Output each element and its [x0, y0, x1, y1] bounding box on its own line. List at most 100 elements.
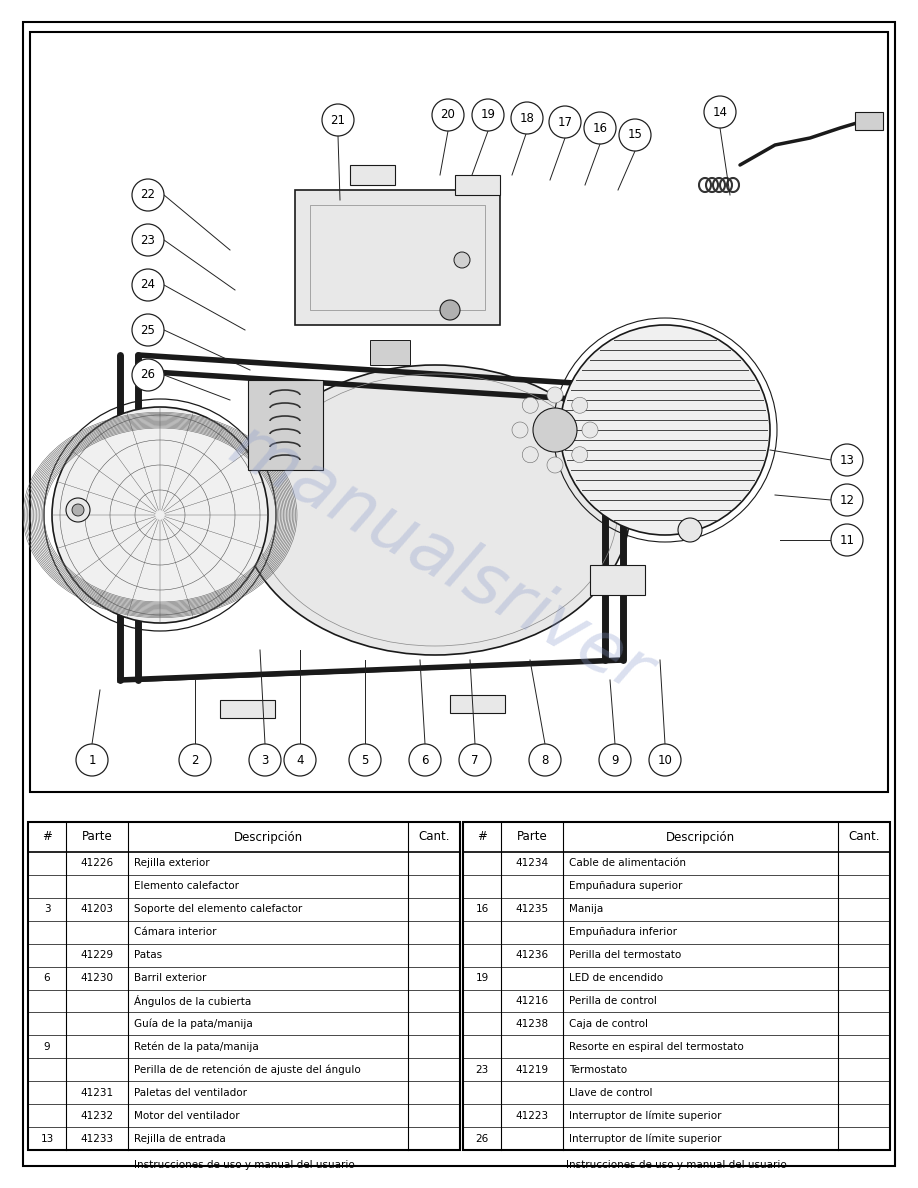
Text: 3: 3 — [44, 904, 50, 915]
Bar — [350, 165, 395, 185]
Text: 41230: 41230 — [81, 973, 114, 984]
Circle shape — [432, 99, 464, 131]
Circle shape — [582, 422, 598, 438]
Text: Rejilla de entrada: Rejilla de entrada — [134, 1133, 226, 1144]
Text: Soporte del elemento calefactor: Soporte del elemento calefactor — [134, 904, 302, 915]
Circle shape — [179, 744, 211, 776]
Text: 9: 9 — [611, 753, 619, 766]
Text: 6: 6 — [421, 753, 429, 766]
Text: Instrucciones de uso y manual del usuario: Instrucciones de uso y manual del usuari… — [566, 1159, 787, 1170]
Text: 26: 26 — [140, 368, 155, 381]
Circle shape — [649, 744, 681, 776]
Text: 41235: 41235 — [515, 904, 549, 915]
Text: Cable de alimentación: Cable de alimentación — [569, 859, 686, 868]
Text: Llave de control: Llave de control — [569, 1088, 653, 1098]
Bar — [855, 112, 883, 129]
Text: Parte: Parte — [82, 830, 112, 843]
Text: 8: 8 — [542, 753, 549, 766]
Text: Paletas del ventilador: Paletas del ventilador — [134, 1088, 247, 1098]
Text: #: # — [477, 830, 487, 843]
Circle shape — [584, 112, 616, 144]
Text: 41223: 41223 — [515, 1111, 549, 1120]
Circle shape — [409, 744, 441, 776]
Text: 22: 22 — [140, 189, 155, 202]
Circle shape — [599, 744, 631, 776]
Text: 41236: 41236 — [515, 950, 549, 960]
Circle shape — [831, 524, 863, 556]
Circle shape — [522, 397, 538, 413]
Text: Manija: Manija — [569, 904, 603, 915]
Text: 20: 20 — [441, 108, 455, 121]
Bar — [220, 700, 275, 718]
Circle shape — [533, 407, 577, 451]
Text: 3: 3 — [262, 753, 269, 766]
Circle shape — [472, 99, 504, 131]
Bar — [30, 32, 888, 792]
Bar — [590, 565, 645, 595]
Circle shape — [547, 457, 563, 473]
Text: Termostato: Termostato — [569, 1064, 627, 1075]
Text: Empuñadura inferior: Empuñadura inferior — [569, 927, 677, 937]
Circle shape — [66, 498, 90, 522]
Circle shape — [132, 225, 164, 255]
Circle shape — [560, 326, 770, 535]
Bar — [370, 340, 410, 365]
Text: 16: 16 — [592, 121, 608, 134]
Text: 17: 17 — [557, 115, 573, 128]
Circle shape — [572, 397, 588, 413]
Text: Perilla de de retención de ajuste del ángulo: Perilla de de retención de ajuste del án… — [134, 1064, 361, 1075]
Text: 41238: 41238 — [515, 1019, 549, 1029]
Text: Interruptor de límite superior: Interruptor de límite superior — [569, 1133, 722, 1144]
Circle shape — [454, 252, 470, 268]
Text: 10: 10 — [657, 753, 673, 766]
Text: #: # — [42, 830, 52, 843]
Text: 5: 5 — [362, 753, 369, 766]
Text: 25: 25 — [140, 323, 155, 336]
Circle shape — [322, 105, 354, 135]
Circle shape — [831, 484, 863, 516]
Text: 11: 11 — [839, 533, 855, 546]
Bar — [310, 206, 485, 310]
Text: 1: 1 — [88, 753, 95, 766]
Text: Descripción: Descripción — [233, 830, 303, 843]
Text: 23: 23 — [476, 1064, 488, 1075]
Text: 7: 7 — [471, 753, 479, 766]
Text: Motor del ventilador: Motor del ventilador — [134, 1111, 240, 1120]
Text: Guía de la pata/manija: Guía de la pata/manija — [134, 1018, 252, 1029]
Bar — [455, 175, 500, 195]
Text: 6: 6 — [44, 973, 50, 984]
Text: 2: 2 — [191, 753, 199, 766]
Circle shape — [72, 504, 84, 516]
Text: 12: 12 — [839, 493, 855, 506]
Text: Cant.: Cant. — [419, 830, 450, 843]
Text: manualsriver: manualsriver — [217, 411, 663, 708]
Circle shape — [549, 106, 581, 138]
Text: 18: 18 — [520, 112, 534, 125]
Text: Descripción: Descripción — [666, 830, 735, 843]
Text: LED de encendido: LED de encendido — [569, 973, 663, 984]
Text: 41234: 41234 — [515, 859, 549, 868]
Text: Patas: Patas — [134, 950, 162, 960]
Text: Instrucciones de uso y manual del usuario: Instrucciones de uso y manual del usuari… — [134, 1159, 354, 1170]
Text: 4: 4 — [297, 753, 304, 766]
Text: 13: 13 — [40, 1133, 53, 1144]
Text: Parte: Parte — [517, 830, 547, 843]
Text: 24: 24 — [140, 278, 155, 291]
Text: Rejilla exterior: Rejilla exterior — [134, 859, 209, 868]
Text: Cámara interior: Cámara interior — [134, 927, 217, 937]
Text: 21: 21 — [330, 114, 345, 126]
Text: Barril exterior: Barril exterior — [134, 973, 207, 984]
Text: Perilla de control: Perilla de control — [569, 996, 657, 1006]
Circle shape — [547, 387, 563, 403]
Text: 13: 13 — [840, 454, 855, 467]
Circle shape — [284, 744, 316, 776]
Circle shape — [459, 744, 491, 776]
Text: Caja de control: Caja de control — [569, 1019, 648, 1029]
Text: 41231: 41231 — [81, 1088, 114, 1098]
Bar — [248, 380, 323, 470]
Text: Ángulos de la cubierta: Ángulos de la cubierta — [134, 996, 252, 1007]
Text: Interruptor de límite superior: Interruptor de límite superior — [569, 1111, 722, 1120]
Text: Elemento calefactor: Elemento calefactor — [134, 881, 239, 891]
Text: 41233: 41233 — [81, 1133, 114, 1144]
Text: 23: 23 — [140, 234, 155, 246]
